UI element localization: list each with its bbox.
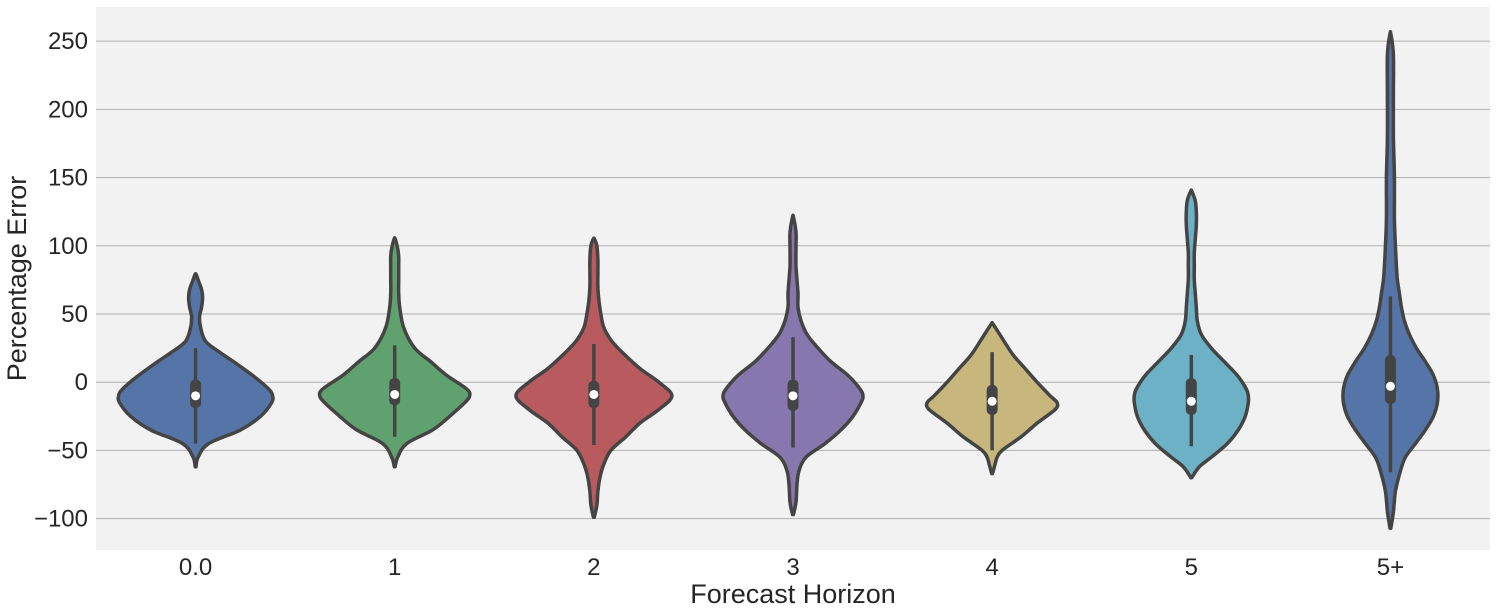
violin-median-dot xyxy=(987,396,997,406)
y-tick-label: 250 xyxy=(48,28,88,55)
violin-median-dot xyxy=(1186,396,1196,406)
x-tick-label: 3 xyxy=(786,554,799,581)
violin-iqr-box xyxy=(1185,378,1197,415)
y-tick-label: 150 xyxy=(48,165,88,192)
x-tick-label: 2 xyxy=(587,554,600,581)
violin-body xyxy=(1132,188,1251,480)
violin-median-dot xyxy=(390,389,400,399)
x-tick-label: 1 xyxy=(388,554,401,581)
y-axis-label: Percentage Error xyxy=(2,176,32,382)
y-tick-labels: −100 −50 0 50 100 150 200 250 xyxy=(34,28,88,533)
x-tick-label: 5 xyxy=(1185,554,1198,581)
x-tick-label: 4 xyxy=(985,554,998,581)
violin-median-dot xyxy=(1385,381,1395,391)
violin-median-dot xyxy=(191,391,201,401)
y-tick-label: −50 xyxy=(47,437,88,464)
violins xyxy=(116,30,1440,530)
violin-body xyxy=(1341,30,1440,530)
y-tick-label: 200 xyxy=(48,96,88,123)
y-tick-label: −100 xyxy=(34,506,88,533)
x-axis-label: Forecast Horizon xyxy=(690,579,896,609)
x-tick-label: 0.0 xyxy=(179,554,212,581)
y-tick-label: 100 xyxy=(48,233,88,260)
violin-iqr-box xyxy=(1384,354,1396,405)
violin-median-dot xyxy=(788,391,798,401)
violin-median-dot xyxy=(589,389,599,399)
y-tick-label: 0 xyxy=(75,369,88,396)
x-tick-label: 5+ xyxy=(1377,554,1404,581)
x-tick-labels: 0.0 1 2 3 4 5 5+ xyxy=(179,554,1404,581)
y-tick-label: 50 xyxy=(61,301,88,328)
